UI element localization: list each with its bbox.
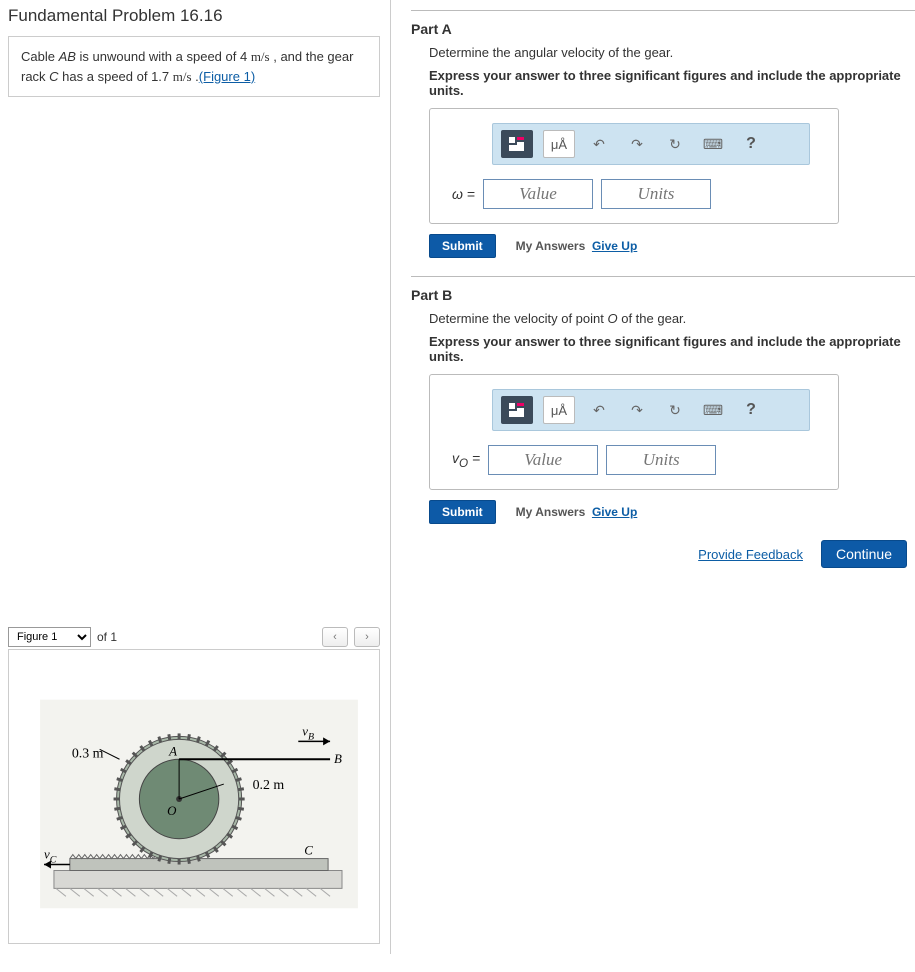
part-a-links: My Answers Give Up — [516, 239, 638, 253]
figure-count: of 1 — [97, 630, 117, 644]
part-b-submit-button[interactable]: Submit — [429, 500, 496, 524]
part-b-units-input[interactable] — [606, 445, 716, 475]
part-b-links: My Answers Give Up — [516, 505, 638, 519]
part-a-submit-button[interactable]: Submit — [429, 234, 496, 258]
keyboard-icon[interactable]: ⌨ — [699, 132, 727, 156]
var-ab: AB — [59, 49, 76, 64]
help-icon[interactable]: ? — [737, 398, 765, 422]
my-answers-label: My Answers — [516, 505, 586, 519]
var-sub: O — [459, 457, 468, 470]
undo-icon[interactable]: ↶ — [585, 398, 613, 422]
units-icon[interactable]: μÅ — [543, 130, 575, 158]
figure-prev-button[interactable]: ‹ — [322, 627, 348, 647]
undo-icon[interactable]: ↶ — [585, 132, 613, 156]
part-a-value-input[interactable] — [483, 179, 593, 209]
part-b-question: Determine the velocity of point O of the… — [429, 311, 915, 326]
figure-next-button[interactable]: › — [354, 627, 380, 647]
figure-link[interactable]: (Figure 1) — [199, 69, 255, 84]
label-O: O — [167, 803, 177, 818]
help-icon[interactable]: ? — [737, 132, 765, 156]
unit: m/s — [173, 69, 192, 84]
text: of the gear. — [618, 311, 687, 326]
give-up-link[interactable]: Give Up — [592, 239, 637, 253]
var: v — [452, 450, 459, 466]
part-b-variable: vO = — [452, 450, 480, 470]
part-a-answer-box: μÅ ↶ ↷ ↻ ⌨ ? ω = — [429, 108, 839, 224]
label-r-inner: 0.2 m — [253, 778, 285, 793]
part-a-title: Part A — [411, 21, 915, 37]
provide-feedback-link[interactable]: Provide Feedback — [698, 547, 803, 562]
eq: = — [468, 450, 480, 466]
part-b-answer-box: μÅ ↶ ↷ ↻ ⌨ ? vO = — [429, 374, 839, 490]
figure-select[interactable]: Figure 1 — [8, 627, 91, 647]
units-icon[interactable]: μÅ — [543, 396, 575, 424]
keyboard-icon[interactable]: ⌨ — [699, 398, 727, 422]
figure-svg: 0.3 m 0.2 m A B C O vB vC — [9, 650, 379, 943]
label-A: A — [168, 743, 177, 758]
unit: m/s — [251, 49, 270, 64]
part-b-title: Part B — [411, 287, 915, 303]
var-o: O — [607, 311, 617, 326]
give-up-link[interactable]: Give Up — [592, 505, 637, 519]
page-title: Fundamental Problem 16.16 — [8, 6, 380, 26]
label-C: C — [304, 843, 313, 858]
part-a-question: Determine the angular velocity of the ge… — [429, 45, 915, 60]
part-b-value-input[interactable] — [488, 445, 598, 475]
figure-panel: 0.3 m 0.2 m A B C O vB vC — [8, 649, 380, 944]
text: Determine the velocity of point — [429, 311, 607, 326]
redo-icon[interactable]: ↷ — [623, 132, 651, 156]
figure-navbar: Figure 1 of 1 ‹ › — [8, 627, 380, 647]
problem-statement: Cable AB is unwound with a speed of 4 m/… — [8, 36, 380, 97]
label-r-outer: 0.3 m — [72, 746, 104, 761]
text: Cable — [21, 49, 59, 64]
template-icon[interactable] — [501, 130, 533, 158]
continue-button[interactable]: Continue — [821, 540, 907, 568]
part-b-instruction: Express your answer to three significant… — [429, 334, 915, 364]
var-c: C — [49, 69, 58, 84]
reset-icon[interactable]: ↻ — [661, 398, 689, 422]
text: is unwound with a speed of 4 — [76, 49, 251, 64]
part-a-instruction: Express your answer to three significant… — [429, 68, 915, 98]
text: . — [192, 69, 199, 84]
part-a-variable: ω = — [452, 186, 475, 202]
text: has a speed of 1.7 — [59, 69, 173, 84]
part-a-units-input[interactable] — [601, 179, 711, 209]
template-icon[interactable] — [501, 396, 533, 424]
label-B: B — [334, 751, 342, 766]
reset-icon[interactable]: ↻ — [661, 132, 689, 156]
redo-icon[interactable]: ↷ — [623, 398, 651, 422]
my-answers-label: My Answers — [516, 239, 586, 253]
toolbar: μÅ ↶ ↷ ↻ ⌨ ? — [492, 389, 810, 431]
toolbar: μÅ ↶ ↷ ↻ ⌨ ? — [492, 123, 810, 165]
